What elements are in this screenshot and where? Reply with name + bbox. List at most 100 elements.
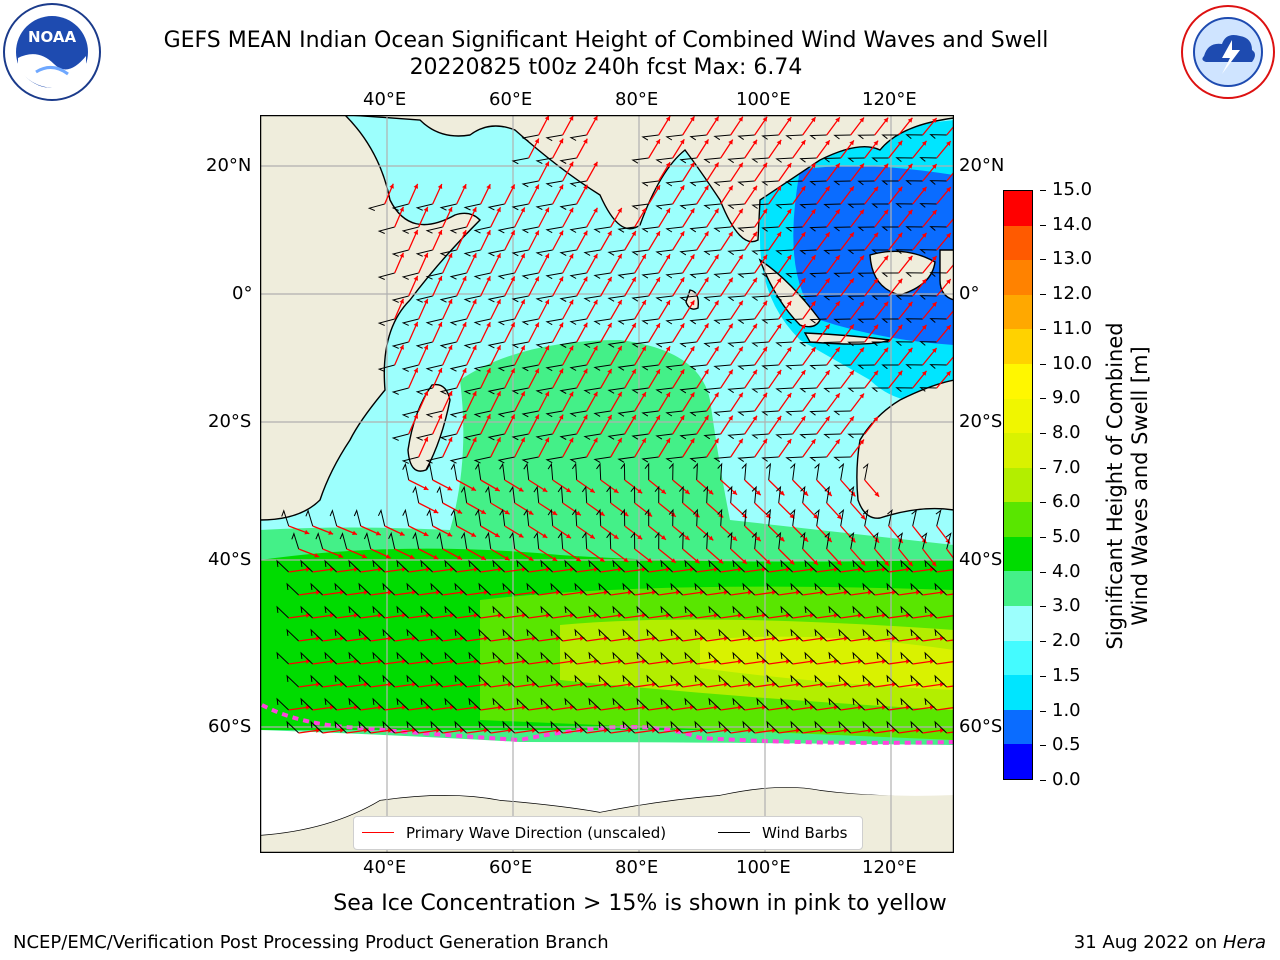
wind-barb bbox=[689, 180, 707, 187]
wave-arrow-head bbox=[361, 553, 367, 559]
wave-arrow-head bbox=[555, 682, 561, 687]
wave-arrow-head bbox=[723, 728, 729, 733]
wind-barb bbox=[775, 295, 793, 301]
wind-barb bbox=[402, 508, 410, 527]
wind-barb bbox=[388, 531, 396, 550]
wind-barb bbox=[900, 605, 914, 619]
wind-barb bbox=[372, 651, 386, 665]
wave-arrow-head bbox=[377, 613, 383, 618]
lon-label-bottom-60e: 60°E bbox=[489, 857, 533, 878]
wind-barb bbox=[641, 318, 659, 325]
wave-arrow-head bbox=[803, 536, 809, 542]
colorbar-tick-label: 15.0 bbox=[1052, 179, 1093, 200]
colorbar-tick-label: 5.0 bbox=[1052, 526, 1081, 548]
wind-barb bbox=[766, 582, 780, 596]
wave-arrow-head bbox=[339, 636, 345, 641]
wave-arrow-head bbox=[883, 163, 889, 169]
wave-arrow-head bbox=[328, 530, 334, 535]
wind-barb bbox=[929, 364, 947, 369]
wave-arrow-head bbox=[569, 437, 574, 443]
colorbar-tick bbox=[1040, 606, 1046, 608]
wave-arrow-head bbox=[833, 659, 839, 664]
wind-barb bbox=[809, 180, 827, 186]
wave-arrow-head bbox=[462, 276, 467, 282]
wave-arrow-head bbox=[699, 590, 705, 595]
colorbar bbox=[1003, 190, 1033, 780]
wind-barb bbox=[823, 433, 841, 439]
wave-arrow-head bbox=[881, 567, 887, 572]
wave-arrow-head bbox=[665, 346, 671, 352]
wind-barb bbox=[449, 456, 467, 464]
wave-arrow-head bbox=[771, 682, 777, 687]
wave-arrow-head bbox=[694, 558, 700, 564]
wave-arrow-head bbox=[520, 299, 525, 305]
wind-barb bbox=[799, 157, 817, 163]
wind-barb bbox=[391, 433, 409, 441]
wind-barb bbox=[641, 272, 659, 279]
colorbar-segment bbox=[1004, 260, 1032, 296]
wave-arrow-head bbox=[631, 231, 636, 236]
wind-barb bbox=[620, 462, 626, 481]
wave-arrow-head bbox=[617, 705, 623, 710]
wave-arrow-head bbox=[762, 208, 768, 214]
wind-barb bbox=[415, 249, 433, 257]
wind-barb bbox=[588, 697, 602, 711]
wave-arrow-head bbox=[510, 276, 515, 282]
wave-arrow-head bbox=[665, 300, 671, 306]
wind-barb bbox=[516, 651, 530, 665]
wind-barb bbox=[324, 605, 338, 619]
wind-barb bbox=[838, 582, 852, 596]
wind-barb bbox=[718, 582, 732, 596]
wind-barb bbox=[857, 318, 875, 324]
wind-barb bbox=[800, 531, 806, 550]
wind-barb bbox=[523, 462, 530, 481]
wind-barb bbox=[921, 532, 928, 550]
colorbar-tick-label: 3.0 bbox=[1052, 595, 1081, 617]
wind-barb bbox=[751, 387, 769, 393]
wind-barb bbox=[785, 226, 803, 232]
wind-barb bbox=[574, 674, 588, 688]
wave-arrow-head bbox=[859, 209, 864, 215]
wave-arrow-head bbox=[607, 230, 612, 236]
wind-barb bbox=[654, 485, 660, 504]
wave-arrow-head bbox=[385, 554, 391, 559]
wave-arrow-head bbox=[534, 368, 539, 374]
wave-arrow-head bbox=[447, 299, 453, 304]
wave-direction-arrow bbox=[946, 685, 954, 688]
wind-barb bbox=[689, 364, 707, 371]
wind-barb-swatch bbox=[718, 832, 750, 833]
wind-barb bbox=[401, 410, 419, 418]
wave-arrow-head bbox=[617, 207, 622, 213]
wind-barb bbox=[919, 295, 937, 300]
wind-barb bbox=[324, 651, 338, 665]
wind-barb bbox=[300, 697, 314, 711]
wave-arrow-head bbox=[447, 207, 453, 212]
wave-arrow-head bbox=[859, 163, 864, 169]
wave-direction-arrow bbox=[936, 568, 954, 573]
wave-arrow-head bbox=[521, 705, 527, 710]
wind-barb bbox=[847, 433, 865, 439]
wave-arrow-head bbox=[544, 207, 549, 213]
wind-barb bbox=[717, 508, 723, 527]
wind-barb bbox=[833, 456, 851, 462]
wind-barb bbox=[828, 697, 842, 711]
wave-arrow-head bbox=[684, 489, 690, 494]
wave-arrow-head bbox=[867, 682, 873, 687]
wave-arrow-head bbox=[603, 590, 609, 595]
wind-barb bbox=[848, 531, 855, 550]
wind-barb bbox=[521, 272, 539, 280]
wave-arrow-head bbox=[593, 299, 598, 305]
wave-arrow-head bbox=[569, 345, 574, 351]
wind-barb bbox=[871, 249, 889, 255]
wave-arrow-head bbox=[534, 276, 539, 282]
wind-barb bbox=[727, 341, 745, 348]
wind-barb bbox=[547, 462, 554, 481]
wave-arrow-head bbox=[897, 324, 903, 330]
wind-barb bbox=[756, 605, 770, 619]
wind-barb bbox=[929, 180, 947, 185]
wave-arrow-head bbox=[494, 532, 500, 537]
wind-barb bbox=[678, 485, 684, 504]
wave-arrow-head bbox=[713, 659, 719, 664]
wind-barb bbox=[463, 387, 481, 395]
wind-barb bbox=[547, 508, 554, 527]
